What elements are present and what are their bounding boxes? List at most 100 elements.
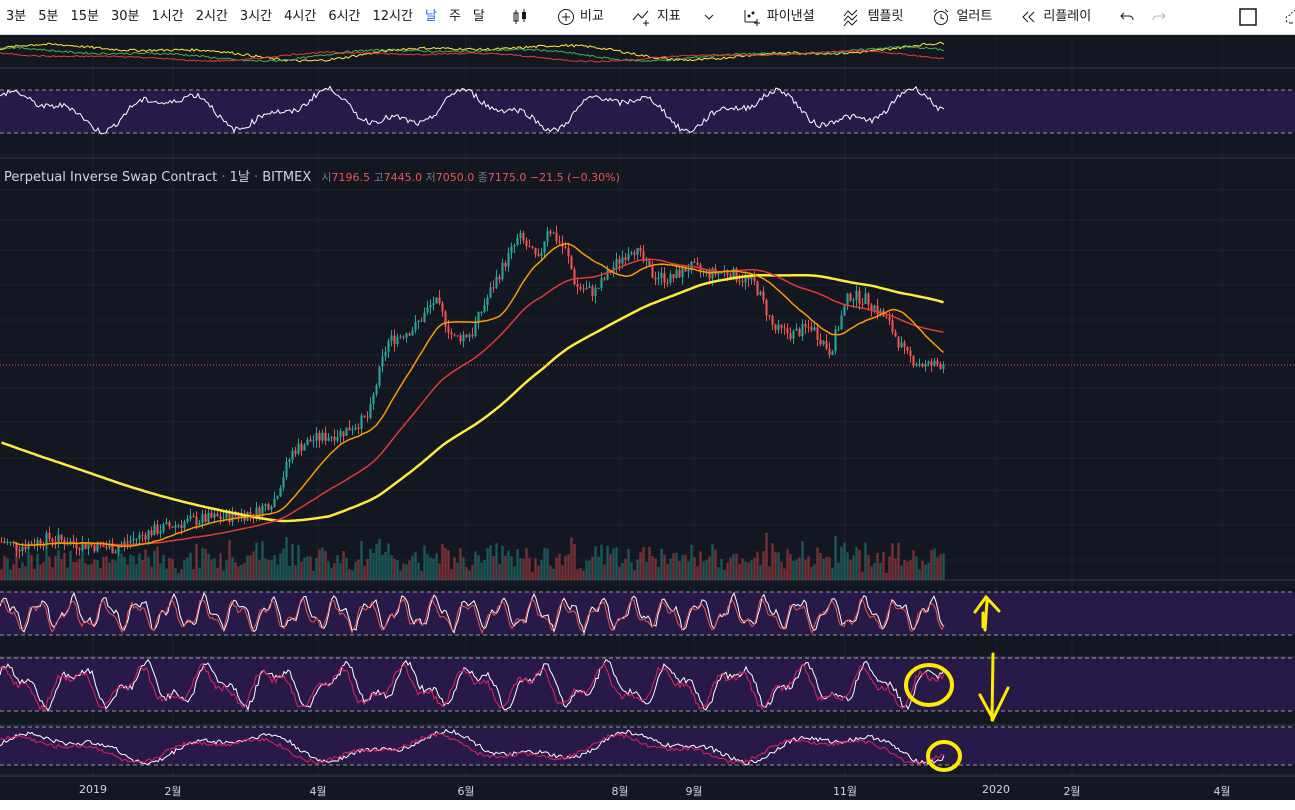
- interval-9[interactable]: 12시간: [372, 9, 413, 24]
- interval-6[interactable]: 3시간: [239, 9, 273, 24]
- volume-bar: [675, 552, 678, 580]
- candle-body: [645, 260, 648, 262]
- cloud-save-button[interactable]: [1277, 9, 1295, 25]
- volume-bar: [444, 547, 447, 580]
- interval-2[interactable]: 15분: [70, 9, 99, 24]
- candle-body: [564, 246, 567, 249]
- rewind-icon: [1020, 10, 1038, 24]
- candle-body: [288, 459, 291, 463]
- volume-bar: [240, 564, 243, 580]
- volume-bar: [594, 546, 597, 580]
- candle-body: [528, 246, 531, 248]
- volume-bar: [249, 555, 252, 580]
- candle-body: [675, 269, 678, 278]
- volume-bar: [753, 557, 756, 580]
- chart-area[interactable]: [0, 35, 1295, 800]
- undo-button[interactable]: [1111, 10, 1143, 24]
- candle-body: [402, 336, 405, 338]
- volume-bar: [228, 540, 231, 580]
- volume-bar: [543, 548, 546, 580]
- templates-button[interactable]: 템플릿: [835, 0, 912, 34]
- chart-style-button[interactable]: [503, 8, 537, 26]
- interval-5[interactable]: 2시간: [195, 9, 228, 24]
- indicator-panel-1: [0, 90, 1295, 133]
- candle-body: [159, 531, 162, 534]
- candle-body: [474, 323, 477, 336]
- volume-bar: [699, 551, 702, 580]
- stoch-k-3: [0, 728, 945, 766]
- candle-body: [795, 328, 798, 331]
- volume-bar: [117, 550, 120, 580]
- candle-body: [585, 287, 588, 290]
- interval-8[interactable]: 6시간: [328, 9, 361, 24]
- volume-bar: [465, 567, 468, 580]
- compare-button[interactable]: 비교: [549, 0, 612, 34]
- volume-bar: [696, 566, 699, 580]
- volume-bar: [63, 552, 66, 580]
- fullscreen-button[interactable]: [1231, 8, 1265, 26]
- volume-bar: [369, 548, 372, 580]
- candle-body: [216, 513, 219, 517]
- candle-body: [225, 511, 228, 518]
- volume-bar: [705, 559, 708, 580]
- alert-label: 얼러트: [956, 9, 993, 24]
- candle-body: [423, 312, 426, 322]
- candle-body: [222, 517, 225, 519]
- candle-body: [447, 326, 450, 333]
- volume-bar: [765, 532, 768, 580]
- indicators-button[interactable]: 지표: [624, 0, 722, 34]
- volume-bar: [375, 543, 378, 580]
- volume-bar: [504, 555, 507, 580]
- candle-body: [321, 432, 324, 441]
- volume-bar: [570, 537, 573, 580]
- candle-body: [339, 431, 342, 437]
- volume-bar: [144, 549, 147, 580]
- time-axis[interactable]: 2019 2월 4월 6월 8월 9월 11월 2020 2월 4월: [0, 776, 1295, 801]
- volume-bar: [204, 548, 207, 580]
- candle-body: [771, 315, 774, 325]
- volume-bar: [390, 555, 393, 580]
- interval-10[interactable]: 날: [424, 9, 437, 24]
- interval-0[interactable]: 3분: [6, 9, 27, 24]
- volume-bar: [921, 560, 924, 580]
- volume-bar: [585, 560, 588, 580]
- volume-bar: [909, 560, 912, 580]
- volume-bar: [591, 556, 594, 580]
- candle-body: [117, 546, 120, 552]
- volume-bar: [132, 555, 135, 580]
- interval-4[interactable]: 1시간: [151, 9, 184, 24]
- candle-body: [282, 477, 285, 488]
- candle-body: [177, 525, 180, 527]
- volume-bar: [732, 554, 735, 580]
- volume-bar: [318, 549, 321, 580]
- symbol-name[interactable]: Perpetual Inverse Swap Contract: [4, 170, 218, 185]
- volume-bar: [525, 548, 528, 580]
- replay-button[interactable]: 리플레이: [1012, 0, 1099, 34]
- candle-body: [204, 514, 207, 522]
- volume-bar: [282, 548, 285, 580]
- candle-body: [804, 323, 807, 327]
- interval-11[interactable]: 주: [448, 9, 461, 24]
- volume-bar: [219, 553, 222, 580]
- candle-body: [198, 522, 201, 525]
- candle-body: [405, 333, 408, 338]
- redo-button[interactable]: [1143, 10, 1175, 24]
- volume-bar: [30, 554, 33, 580]
- candle-body: [381, 356, 384, 367]
- price-chart[interactable]: [0, 35, 1295, 776]
- alert-button[interactable]: 얼러트: [923, 0, 1000, 34]
- interval-12[interactable]: 달: [472, 9, 485, 24]
- candle-body: [96, 542, 99, 552]
- volume-bar: [6, 558, 9, 580]
- interval-1[interactable]: 5분: [38, 9, 59, 24]
- circle-annotation-2: [926, 740, 962, 772]
- candle-body: [786, 328, 789, 334]
- interval-7[interactable]: 4시간: [284, 9, 317, 24]
- volume-bar: [210, 559, 213, 580]
- volume-bar: [387, 543, 390, 580]
- pine-button[interactable]: 파이낸셜: [734, 0, 823, 34]
- interval-3[interactable]: 30분: [110, 9, 140, 24]
- volume-bar: [633, 570, 636, 580]
- candle-body: [822, 340, 825, 345]
- volume-bar: [738, 564, 741, 580]
